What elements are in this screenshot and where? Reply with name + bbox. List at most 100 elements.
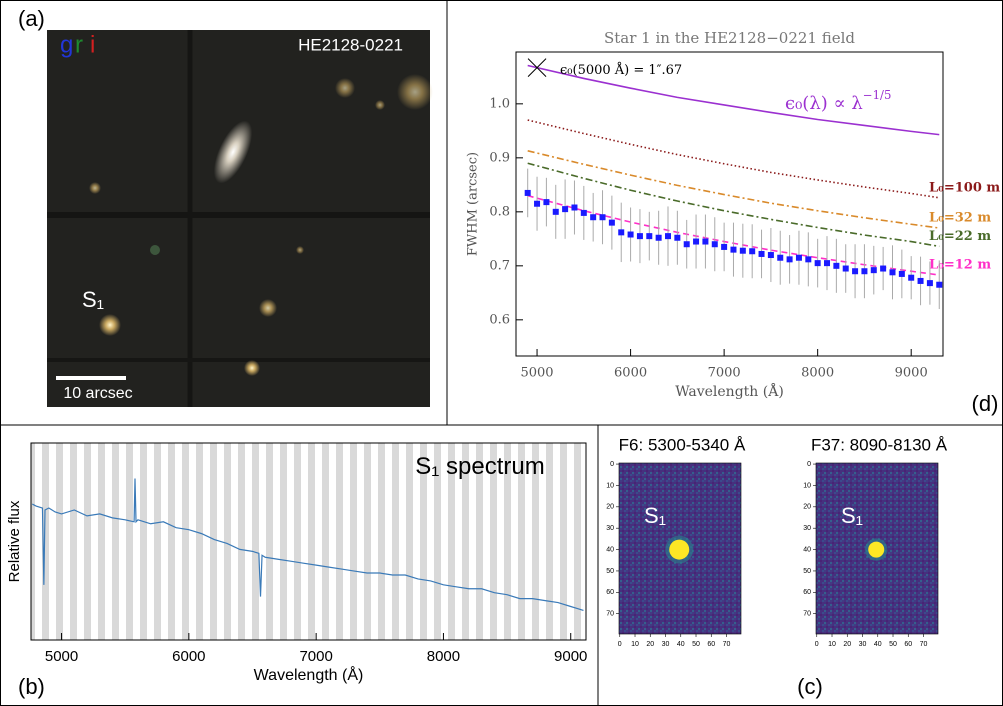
data-point [636,233,643,240]
y-tick-label: 60 [606,589,614,596]
cutout-frame [618,462,742,635]
data-point [552,208,559,215]
data-point [534,200,541,207]
data-point [870,267,877,274]
panel-label: (c) [797,674,823,699]
y-tick-label: 40 [803,546,811,553]
series-line [527,119,940,199]
plot-frame [30,442,587,641]
y-tick-label: 70 [606,611,614,618]
data-point [908,274,915,281]
y-axis-label: Relative flux [6,500,23,582]
legend-label: L₀=100 m [929,180,1000,195]
x-tick-label: 10 [828,641,836,648]
data-point [721,243,728,250]
x-axis-label: Wavelength (Å) [675,382,784,400]
data-point [711,241,718,248]
data-point [795,254,802,261]
data-point [608,219,615,226]
cutout-title: F37: 8090-8130 Å [811,435,948,454]
legend-label: L₀=32 m [929,211,991,226]
annotation-marker [527,58,547,78]
x-tick-label: 40 [677,641,685,648]
data-point [767,252,774,259]
x-tick-label: 0 [815,641,819,648]
data-point [571,204,578,211]
data-point [936,281,943,288]
data-point [786,256,793,263]
data-point [664,233,671,240]
x-tick-label: 20 [646,641,654,648]
data-point [749,248,756,255]
y-tick-label: 0 [807,461,811,468]
data-point [655,234,662,241]
band-letter: r [75,31,83,58]
x-tick-label: 6000 [172,648,205,665]
data-point [814,260,821,267]
y-tick-label: 20 [606,504,614,511]
x-tick-label: 60 [707,641,715,648]
scale-bar-label: 10 arcsec [63,385,132,402]
y-tick-label: 30 [606,525,614,532]
y-tick-label: 60 [803,589,811,596]
data-point [758,250,765,257]
annotation: ϵ₀(5000 Å) = 1″.67 [560,62,682,78]
data-point [917,277,924,284]
data-point [599,214,606,221]
data-point [562,206,569,213]
y-tick-label: 10 [606,482,614,489]
legend-label: L₀=22 m [929,229,991,244]
y-tick-label: 0.8 [489,204,510,219]
cutout-frame [815,462,939,635]
data-point [543,199,550,206]
data-point [627,231,634,238]
data-point [683,241,690,248]
y-tick-label: 0.9 [489,150,510,165]
x-axis-label: Wavelength (Å) [254,665,364,684]
chart-title: Star 1 in the HE2128−0221 field [604,29,855,47]
y-axis-label: FWHM (arcsec) [466,152,481,256]
data-point [590,214,597,221]
series-line [527,162,940,248]
data-point [889,269,896,276]
x-tick-label: 30 [859,641,867,648]
x-tick-label: 9000 [895,366,928,381]
band-letter: i [90,31,95,58]
annotation-text: S₁ spectrum [415,453,544,480]
x-tick-label: 8000 [427,648,460,665]
x-tick-label: 60 [904,641,912,648]
data-point [805,256,812,263]
sky-image [47,30,433,407]
y-tick-label: 20 [803,504,811,511]
y-tick-label: 50 [803,568,811,575]
band-letter: g [60,31,73,58]
source-label: S₁ [82,287,104,312]
data-point [777,254,784,261]
source-label: S₁ [644,503,666,528]
x-tick-label: 40 [874,641,882,648]
data-point [824,260,831,267]
data-point [618,229,625,236]
annotation-text: ϵ₀(λ) ∝ λ [785,93,863,114]
data-point [842,265,849,272]
x-tick-label: 7000 [708,366,741,381]
source [868,541,885,558]
x-tick-label: 7000 [299,648,332,665]
x-tick-label: 8000 [801,366,834,381]
x-tick-label: 70 [920,641,928,648]
panel-label: (a) [18,6,45,31]
annotation-superscript: −1/5 [863,88,892,102]
panel-label: (b) [18,674,45,699]
y-tick-label: 70 [803,611,811,618]
source [669,539,690,560]
data-point [730,246,737,253]
data-point [693,238,700,245]
data-point [861,268,868,275]
source-label: S₁ [841,503,863,528]
series-line [527,194,940,276]
y-tick-label: 10 [803,482,811,489]
annotation: ϵ₀(λ) ∝ λ−1/5 [785,88,891,114]
x-tick-label: 5000 [520,366,553,381]
annotation: S₁ spectrum [415,453,544,480]
